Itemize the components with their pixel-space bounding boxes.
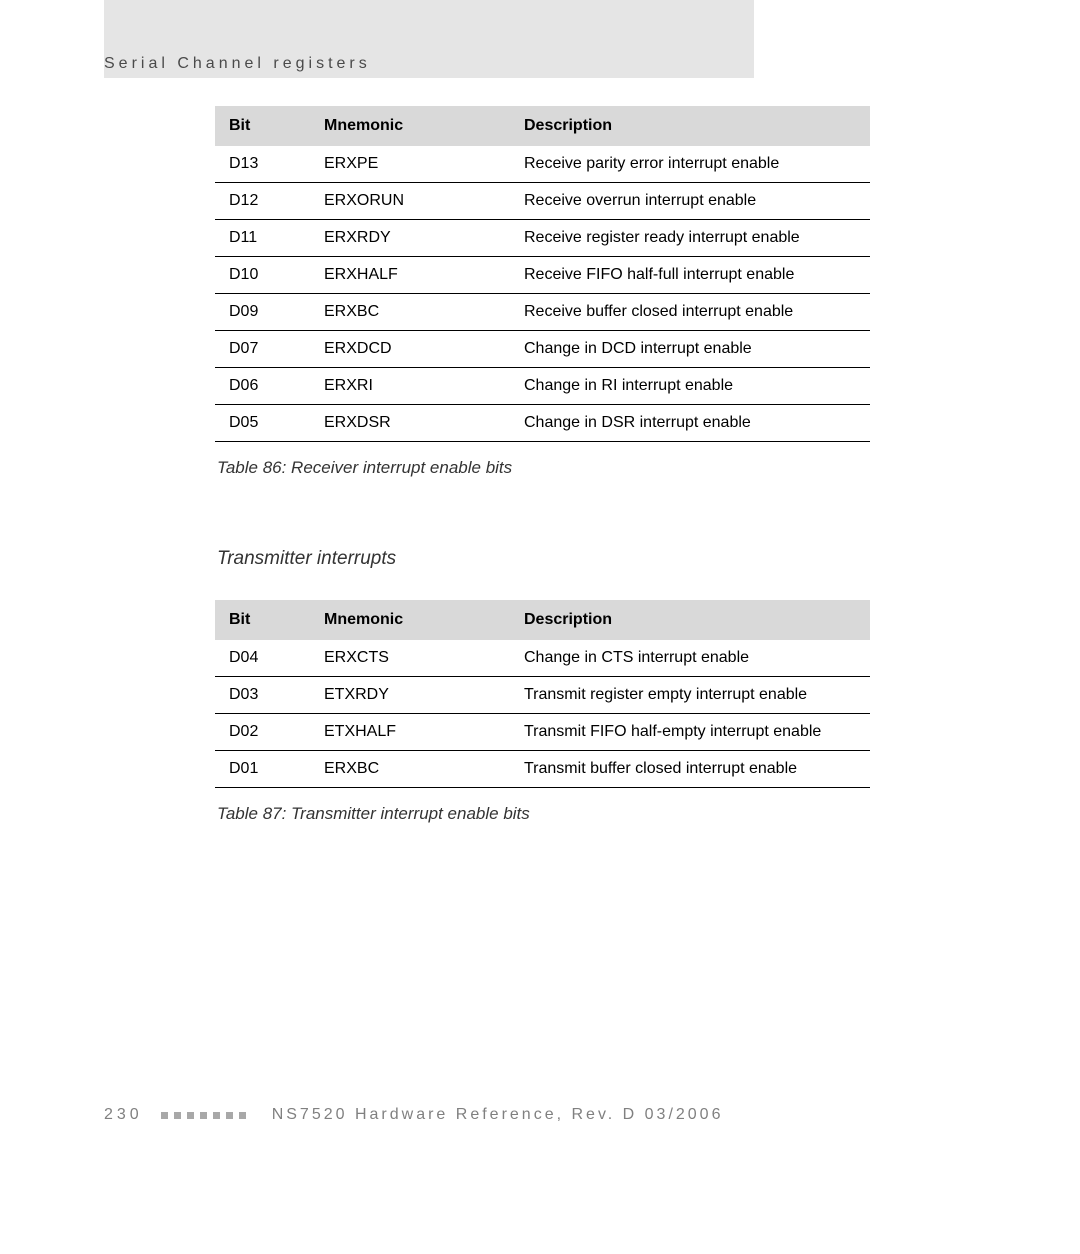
header-bit: Bit (215, 600, 310, 640)
cell-description: Transmit register empty interrupt enable (510, 677, 870, 714)
cell-bit: D04 (215, 640, 310, 677)
cell-description: Transmit buffer closed interrupt enable (510, 751, 870, 788)
footer-square-icon (226, 1112, 233, 1119)
table-row: D10ERXHALFReceive FIFO half-full interru… (215, 257, 870, 294)
footer-square-icon (174, 1112, 181, 1119)
cell-description: Receive FIFO half-full interrupt enable (510, 257, 870, 294)
cell-bit: D11 (215, 220, 310, 257)
table-row: D09ERXBCReceive buffer closed interrupt … (215, 294, 870, 331)
table-row: D07ERXDCDChange in DCD interrupt enable (215, 331, 870, 368)
cell-mnemonic: ERXBC (310, 294, 510, 331)
table-header-row: Bit Mnemonic Description (215, 600, 870, 640)
table-header-row: Bit Mnemonic Description (215, 106, 870, 146)
cell-bit: D09 (215, 294, 310, 331)
transmitter-interrupt-table: Bit Mnemonic Description D04ERXCTSChange… (215, 600, 870, 788)
cell-description: Change in RI interrupt enable (510, 368, 870, 405)
footer-squares (161, 1112, 246, 1119)
table2-caption: Table 87: Transmitter interrupt enable b… (217, 804, 870, 824)
cell-bit: D07 (215, 331, 310, 368)
table-row: D06ERXRIChange in RI interrupt enable (215, 368, 870, 405)
cell-bit: D10 (215, 257, 310, 294)
footer-square-icon (187, 1112, 194, 1119)
cell-bit: D06 (215, 368, 310, 405)
footer-text: NS7520 Hardware Reference, Rev. D 03/200… (272, 1106, 724, 1124)
cell-description: Receive overrun interrupt enable (510, 183, 870, 220)
cell-mnemonic: ETXHALF (310, 714, 510, 751)
header-mnemonic: Mnemonic (310, 600, 510, 640)
cell-mnemonic: ERXPE (310, 146, 510, 183)
header-mnemonic: Mnemonic (310, 106, 510, 146)
footer-square-icon (200, 1112, 207, 1119)
cell-description: Change in DCD interrupt enable (510, 331, 870, 368)
cell-bit: D12 (215, 183, 310, 220)
cell-mnemonic: ERXORUN (310, 183, 510, 220)
footer-square-icon (239, 1112, 246, 1119)
receiver-interrupt-table: Bit Mnemonic Description D13ERXPEReceive… (215, 106, 870, 442)
cell-mnemonic: ERXDSR (310, 405, 510, 442)
cell-mnemonic: ETXRDY (310, 677, 510, 714)
header-bit: Bit (215, 106, 310, 146)
cell-mnemonic: ERXBC (310, 751, 510, 788)
table-row: D11ERXRDYReceive register ready interrup… (215, 220, 870, 257)
table-row: D01ERXBCTransmit buffer closed interrupt… (215, 751, 870, 788)
table-row: D03ETXRDYTransmit register empty interru… (215, 677, 870, 714)
section-heading: Serial Channel registers (104, 55, 371, 73)
table-row: D02ETXHALFTransmit FIFO half-empty inter… (215, 714, 870, 751)
subsection-heading: Transmitter interrupts (217, 548, 870, 570)
page-number: 230 (104, 1106, 143, 1124)
cell-mnemonic: ERXRDY (310, 220, 510, 257)
cell-mnemonic: ERXRI (310, 368, 510, 405)
cell-description: Receive parity error interrupt enable (510, 146, 870, 183)
footer-square-icon (213, 1112, 220, 1119)
cell-bit: D02 (215, 714, 310, 751)
cell-mnemonic: ERXHALF (310, 257, 510, 294)
table-row: D12ERXORUNReceive overrun interrupt enab… (215, 183, 870, 220)
table-row: D04ERXCTSChange in CTS interrupt enable (215, 640, 870, 677)
cell-description: Receive register ready interrupt enable (510, 220, 870, 257)
header-description: Description (510, 600, 870, 640)
table-row: D05ERXDSRChange in DSR interrupt enable (215, 405, 870, 442)
table-row: D13ERXPEReceive parity error interrupt e… (215, 146, 870, 183)
cell-bit: D03 (215, 677, 310, 714)
cell-description: Change in DSR interrupt enable (510, 405, 870, 442)
cell-description: Receive buffer closed interrupt enable (510, 294, 870, 331)
cell-mnemonic: ERXCTS (310, 640, 510, 677)
table1-caption: Table 86: Receiver interrupt enable bits (217, 458, 870, 478)
header-description: Description (510, 106, 870, 146)
cell-bit: D05 (215, 405, 310, 442)
cell-bit: D13 (215, 146, 310, 183)
footer-square-icon (161, 1112, 168, 1119)
footer: 230 NS7520 Hardware Reference, Rev. D 03… (104, 1106, 723, 1124)
cell-description: Transmit FIFO half-empty interrupt enabl… (510, 714, 870, 751)
cell-description: Change in CTS interrupt enable (510, 640, 870, 677)
content-area: Bit Mnemonic Description D13ERXPEReceive… (215, 106, 870, 824)
cell-mnemonic: ERXDCD (310, 331, 510, 368)
cell-bit: D01 (215, 751, 310, 788)
